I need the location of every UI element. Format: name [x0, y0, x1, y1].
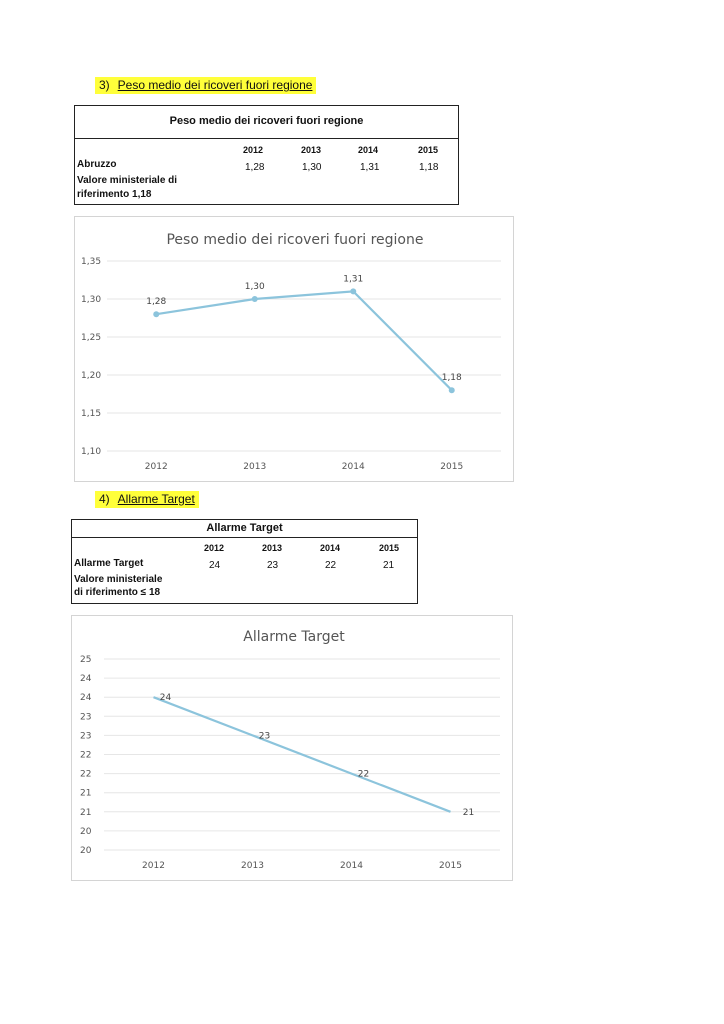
x-tick-label: 2013 [241, 861, 264, 871]
table-year: 2015 [418, 145, 439, 155]
table-year: 2013 [262, 543, 283, 553]
y-tick-label: 1,15 [81, 409, 101, 419]
data-label: 21 [463, 808, 474, 818]
table-year: 2012 [204, 543, 225, 553]
table-cell: 1,18 [419, 162, 439, 173]
y-tick-label: 1,35 [81, 257, 101, 267]
table-title: Allarme Target [206, 522, 283, 534]
series-line [153, 696, 451, 813]
table-row-label: Allarme Target [74, 558, 144, 569]
x-tick-label: 2015 [439, 861, 462, 871]
chart-allarme-target-svg: Allarme Target 25 24 24 23 23 22 22 21 21 20 20 2012… [80, 629, 500, 871]
table-year: 2014 [320, 543, 341, 553]
table-year: 2014 [358, 145, 379, 155]
data-label: 22 [358, 770, 369, 780]
y-tick-label: 1,20 [81, 371, 101, 381]
y-tick-label: 24 [80, 674, 92, 684]
y-tick-label: 21 [80, 789, 91, 799]
y-tick-label: 20 [80, 827, 92, 837]
data-label: 1,28 [146, 297, 166, 307]
y-tick-label: 20 [80, 846, 92, 856]
chart-peso-medio-svg: Peso medio dei ricoveri fuori regione 1,3… [81, 232, 501, 472]
y-tick-label: 1,10 [81, 447, 101, 457]
data-label: 23 [259, 731, 270, 741]
y-tick-label: 1,30 [81, 295, 101, 305]
data-label: 1,31 [343, 274, 363, 284]
data-label: 24 [160, 693, 172, 703]
table-allarme-target: Allarme Target 2012 2013 2014 2015 Allar… [71, 519, 418, 604]
y-tick-label: 23 [80, 712, 91, 722]
section-3-title: Peso medio dei ricoveri fuori regione [117, 78, 313, 92]
data-point [350, 288, 357, 295]
y-tick-label: 21 [80, 808, 91, 818]
x-tick-label: 2014 [342, 462, 365, 472]
table-year: 2015 [379, 543, 400, 553]
table-ref-label: Valore ministeriale [74, 574, 163, 585]
table-ref-label: Valore ministeriale di [77, 175, 178, 186]
y-tick-label: 24 [80, 693, 92, 703]
table-cell: 1,30 [302, 162, 322, 173]
x-tick-label: 2012 [145, 462, 168, 472]
data-point [251, 296, 258, 302]
table-cell: 24 [209, 560, 221, 571]
y-tick-label: 22 [80, 770, 91, 780]
table-cell: 1,28 [245, 162, 265, 173]
section-3-heading: 3) Peso medio dei ricoveri fuori regione [95, 77, 317, 94]
y-tick-label: 22 [80, 751, 91, 761]
x-tick-label: 2015 [440, 462, 463, 472]
table-year: 2013 [301, 145, 322, 155]
section-4-heading: 4) Allarme Target [95, 491, 199, 508]
data-label: 1,30 [245, 282, 265, 292]
table-ref-label: riferimento 1,18 [77, 189, 152, 200]
x-tick-label: 2013 [243, 462, 266, 472]
chart-allarme-target: Allarme Target 25 24 24 23 23 22 22 21 21 20 20 2012… [71, 615, 513, 881]
table-cell: 22 [325, 560, 337, 571]
table-title: Peso medio dei ricoveri fuori regione [169, 115, 364, 127]
data-point [448, 387, 455, 394]
y-tick-label: 23 [80, 731, 91, 741]
section-4-number: 4) [99, 492, 110, 506]
series-line [156, 290, 453, 391]
table-row-label: Abruzzo [77, 159, 117, 170]
table-cell: 1,31 [360, 162, 380, 173]
table-ref-label: di riferimento ≤ 18 [74, 587, 161, 598]
table-year: 2012 [243, 145, 264, 155]
y-tick-label: 25 [80, 655, 91, 665]
chart-peso-medio: Peso medio dei ricoveri fuori regione 1,3… [74, 216, 514, 482]
table-divider [75, 138, 458, 139]
data-point [153, 311, 160, 318]
table-divider [72, 537, 417, 538]
table-cell: 23 [267, 560, 279, 571]
x-tick-label: 2012 [142, 861, 165, 871]
chart-title: Allarme Target [243, 629, 345, 645]
data-label: 1,18 [442, 373, 462, 383]
section-4-title: Allarme Target [117, 492, 195, 506]
table-peso-medio: Peso medio dei ricoveri fuori regione 20… [74, 105, 459, 205]
section-3-number: 3) [99, 78, 110, 92]
chart-title: Peso medio dei ricoveri fuori regione [166, 232, 423, 248]
y-tick-label: 1,25 [81, 333, 101, 343]
table-cell: 21 [383, 560, 395, 571]
x-tick-label: 2014 [340, 861, 363, 871]
